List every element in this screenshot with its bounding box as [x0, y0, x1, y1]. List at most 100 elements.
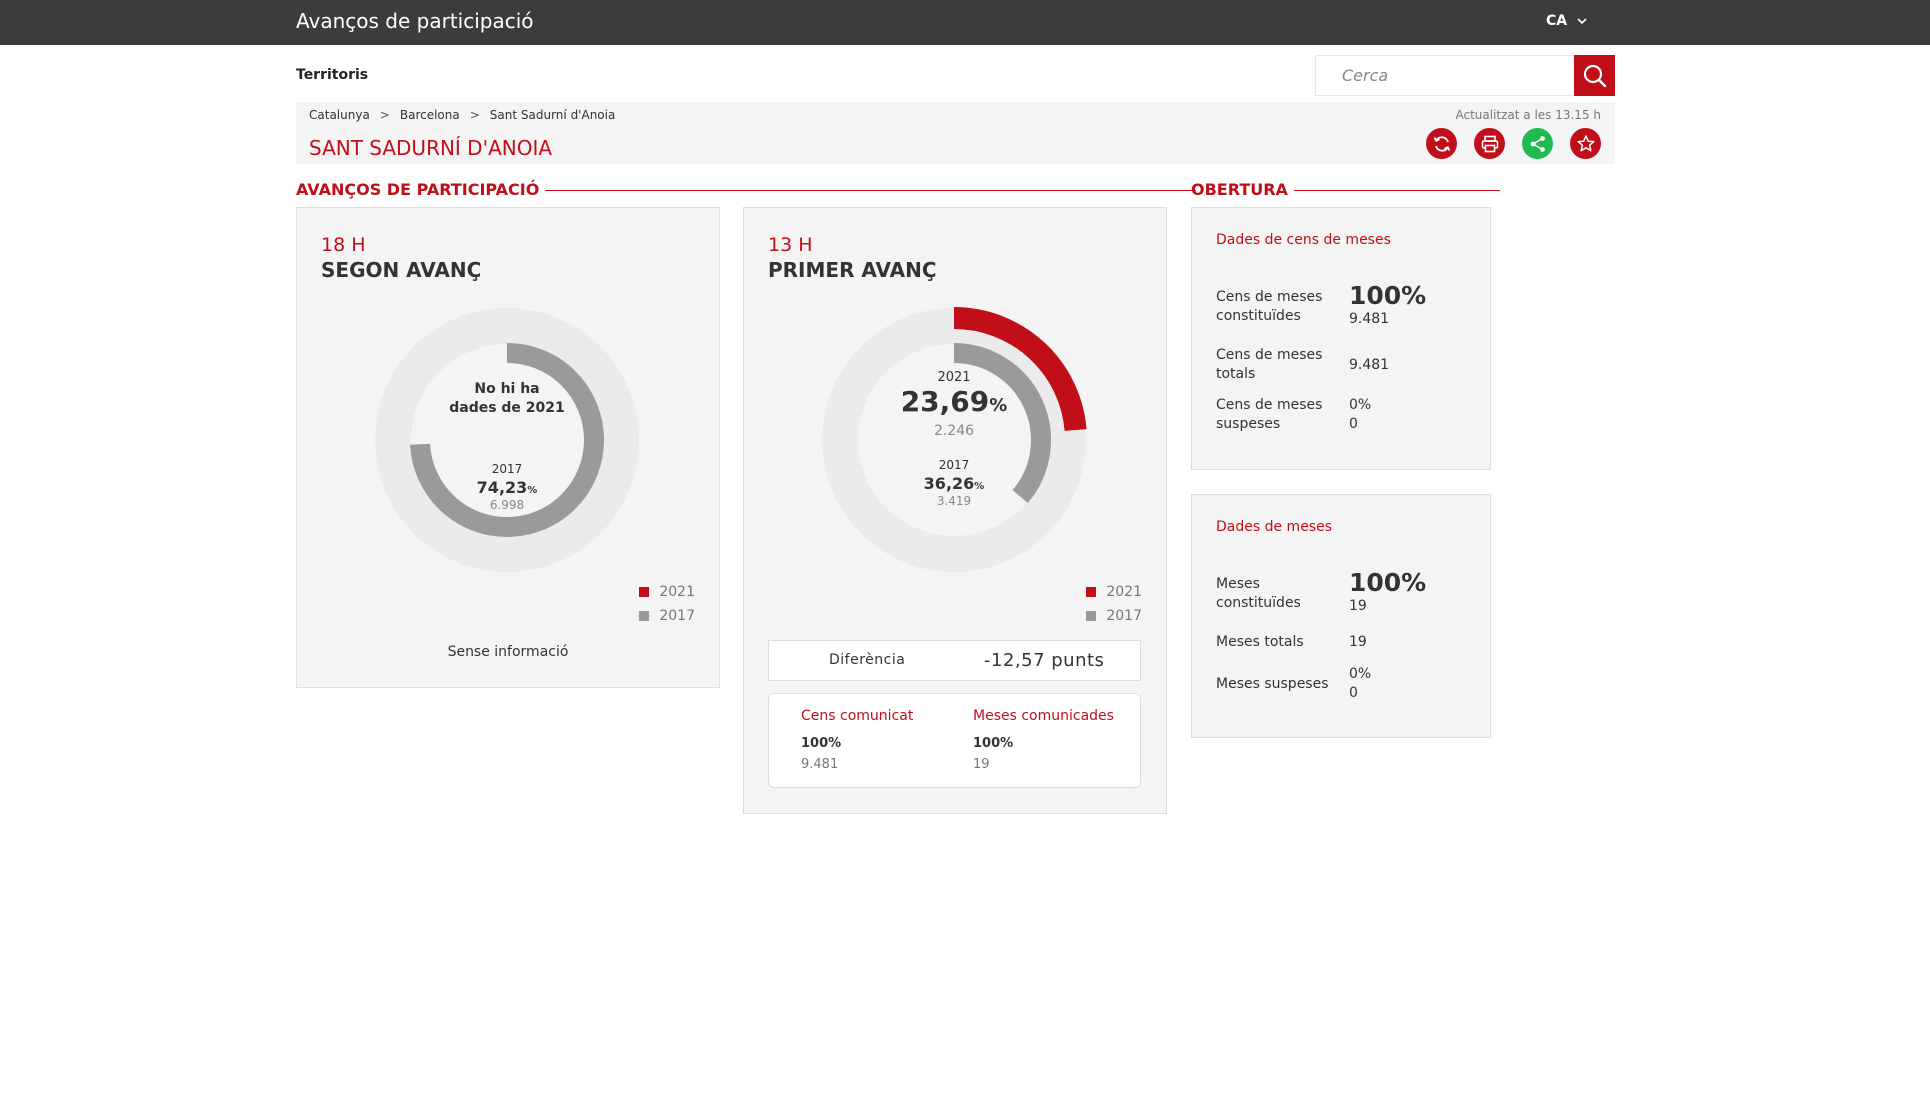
share-button[interactable] [1522, 128, 1553, 159]
donut-arc-2017 [953, 343, 1051, 504]
advance-card-first: 13 H PRIMER AVANÇ 2021 23,69% 2.246 2017… [743, 207, 1167, 814]
row-label: Cens de meses constituïdes [1216, 289, 1323, 324]
legend-item-2017: 2017 [1086, 608, 1142, 624]
row-percent: 100% [1349, 568, 1427, 597]
tables-title: Meses comunicades [973, 708, 1114, 724]
app-title: Avanços de participació [296, 9, 534, 33]
tables-communicated: Meses comunicades 100% 19 [973, 708, 1114, 772]
census-data-card: Dades de cens de meses Cens de meses con… [1191, 207, 1491, 470]
tables-data-card: Dades de meses Meses constituïdes 100% 1… [1191, 494, 1491, 738]
row-values: 100% 19 [1349, 569, 1426, 616]
donut-track-inner [395, 328, 619, 552]
percent-sign: % [974, 481, 985, 492]
stats-2021: 2021 23,69% 2.246 [814, 370, 1094, 439]
legend-swatch [639, 587, 650, 597]
row-values: 0% 0 [1349, 396, 1371, 434]
search-icon [1583, 64, 1606, 87]
section-title-opening-text: OBERTURA [1191, 180, 1288, 199]
page-title: SANT SADURNÍ D'ANOIA [309, 136, 553, 160]
count-2017: 6.998 [489, 498, 525, 512]
percent-2017: 36,26% [814, 474, 1094, 493]
breadcrumb-separator: > [469, 108, 480, 122]
row-value: 19 [1349, 598, 1367, 614]
row-value: 0 [1349, 416, 1358, 432]
breadcrumb-item-barcelona[interactable]: Barcelona [399, 108, 460, 122]
search-button[interactable] [1574, 55, 1615, 96]
location-bar: Catalunya > Barcelona > Sant Sadurní d'A… [296, 102, 1615, 164]
print-button[interactable] [1474, 128, 1505, 159]
row-values: 100% 9.481 [1349, 282, 1426, 329]
census-count: 9.481 [801, 757, 839, 772]
year-label: 2017 [938, 458, 970, 472]
chevron-down-icon [1577, 17, 1587, 24]
count-2017: 3.419 [936, 494, 972, 508]
communicated-box: Cens comunicat 100% 9.481 Meses comunica… [768, 693, 1141, 788]
tables-data-title: Dades de meses [1216, 519, 1333, 535]
donut-track-inner [842, 328, 1066, 552]
row-label: Meses totals [1216, 634, 1304, 650]
stats-2017: 2017 74,23% 6.998 [367, 462, 647, 512]
favorite-button[interactable] [1570, 128, 1601, 159]
row-label: Cens de meses totals [1216, 347, 1323, 382]
section-divider [1293, 190, 1500, 191]
search-box [1315, 55, 1615, 96]
action-buttons [1426, 128, 1601, 159]
year-label: 2021 [937, 370, 971, 385]
difference-label: Diferència [829, 652, 906, 668]
census-communicated: Cens comunicat 100% 9.481 [801, 708, 913, 772]
section-title-opening: OBERTURA [1191, 180, 1500, 199]
refresh-button[interactable] [1426, 128, 1457, 159]
legend-label: 2021 [659, 584, 695, 600]
breadcrumb-item-catalunya[interactable]: Catalunya [309, 108, 370, 122]
tables-count: 19 [973, 757, 990, 772]
advance-label: SEGON AVANÇ [321, 258, 482, 282]
no-data-line-2: dades de 2021 [449, 400, 565, 416]
difference-box: Diferència -12,57 punts [768, 640, 1141, 681]
donut-arc-2017 [410, 343, 604, 537]
percent-sign: % [989, 395, 1008, 416]
census-title: Cens comunicat [801, 708, 914, 724]
participation-donut-second [375, 308, 639, 572]
year-label: 2017 [491, 462, 523, 476]
advance-label: PRIMER AVANÇ [768, 258, 937, 282]
row-value: 19 [1349, 634, 1367, 650]
percent-2017: 74,23% [367, 478, 647, 497]
refresh-icon [1433, 136, 1450, 151]
row-label: Meses constituïdes [1216, 576, 1301, 611]
breadcrumb-item-municipality[interactable]: Sant Sadurní d'Anoia [489, 108, 616, 122]
legend-swatch [1086, 587, 1097, 597]
section-title-advances: AVANÇOS DE PARTICIPACIÓ [296, 180, 1197, 199]
print-icon [1481, 135, 1498, 152]
no-data-message: No hi ha dades de 2021 [367, 380, 647, 418]
census-data-title: Dades de cens de meses [1216, 232, 1391, 248]
language-selector[interactable]: CA [1546, 13, 1587, 29]
donut-arc-2021 [953, 307, 1087, 432]
tables-percent: 100% [973, 736, 1014, 751]
row-label: Meses suspeses [1216, 676, 1329, 692]
row-label: Cens de meses suspeses [1216, 397, 1323, 432]
row-percent: 100% [1349, 281, 1427, 310]
participation-donut-first [822, 307, 1087, 572]
updated-time: Actualitzat a les 13.15 h [1455, 108, 1601, 122]
row-percent: 0% [1349, 397, 1372, 413]
no-info-message: Sense informació [447, 644, 569, 660]
legend-label: 2017 [659, 608, 695, 624]
section-title-advances-text: AVANÇOS DE PARTICIPACIÓ [296, 180, 540, 199]
census-percent: 100% [801, 736, 842, 751]
legend-label: 2021 [1106, 584, 1142, 600]
territories-link[interactable]: Territoris [296, 67, 369, 83]
donut-track [375, 308, 639, 572]
legend-swatch [1086, 611, 1097, 621]
search-input[interactable] [1316, 56, 1571, 95]
difference-value: -12,57 punts [984, 650, 1105, 671]
row-value: 0 [1349, 685, 1358, 701]
legend-label: 2017 [1106, 608, 1142, 624]
section-divider [545, 190, 1197, 191]
language-code: CA [1546, 13, 1568, 29]
no-data-line-1: No hi ha [474, 381, 540, 397]
chart-legend: 2021 2017 [639, 584, 695, 624]
row-percent: 0% [1349, 666, 1372, 682]
percent-value: 36,26 [923, 474, 975, 493]
row-values: 0% 0 [1349, 665, 1371, 703]
legend-item-2021: 2021 [639, 584, 695, 600]
